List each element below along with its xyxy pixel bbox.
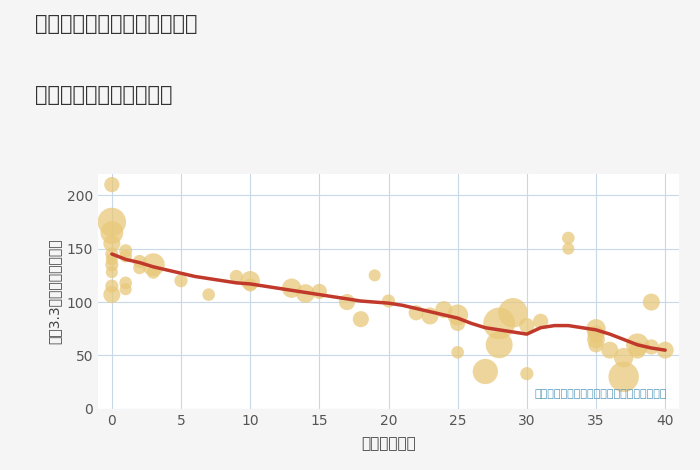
Point	[120, 247, 132, 255]
Point	[632, 346, 643, 354]
Point	[106, 181, 118, 188]
Point	[522, 322, 533, 329]
Point	[452, 320, 463, 327]
Point	[244, 277, 256, 284]
Point	[106, 240, 118, 247]
Point	[590, 341, 601, 349]
Point	[106, 250, 118, 258]
Point	[618, 373, 629, 381]
Point	[632, 341, 643, 349]
Point	[106, 291, 118, 298]
Point	[148, 261, 159, 268]
Point	[134, 258, 145, 265]
Point	[286, 284, 297, 292]
Point	[244, 281, 256, 289]
Point	[411, 309, 422, 316]
Point	[522, 370, 533, 377]
Point	[535, 318, 546, 325]
Point	[314, 288, 325, 295]
Point	[134, 264, 145, 272]
Point	[438, 306, 449, 313]
Point	[563, 245, 574, 252]
Y-axis label: 坪（3.3㎡）単価（万円）: 坪（3.3㎡）単価（万円）	[47, 239, 61, 344]
Point	[120, 279, 132, 287]
Point	[148, 268, 159, 276]
Point	[590, 330, 601, 338]
Point	[590, 325, 601, 333]
Point	[424, 312, 435, 320]
Point	[604, 346, 615, 354]
Point	[452, 311, 463, 319]
Point	[383, 297, 394, 305]
Point	[563, 234, 574, 242]
Point	[120, 285, 132, 293]
Point	[645, 343, 657, 351]
Text: 円の大きさは、取引のあった物件面積を示す: 円の大きさは、取引のあった物件面積を示す	[535, 390, 667, 400]
Point	[508, 309, 519, 316]
Point	[494, 320, 505, 327]
Point	[618, 354, 629, 361]
Point	[452, 349, 463, 356]
Point	[106, 256, 118, 263]
Point	[106, 268, 118, 276]
Point	[659, 346, 671, 354]
Point	[203, 291, 214, 298]
Point	[590, 336, 601, 343]
X-axis label: 築年数（年）: 築年数（年）	[361, 436, 416, 451]
Point	[106, 261, 118, 268]
Point	[231, 273, 242, 280]
Point	[355, 315, 366, 323]
Point	[494, 341, 505, 349]
Point	[645, 298, 657, 306]
Text: 築年数別中古戸建て価格: 築年数別中古戸建て価格	[35, 85, 172, 105]
Point	[176, 277, 187, 284]
Text: 神奈川県横浜市南区永田南の: 神奈川県横浜市南区永田南の	[35, 14, 197, 34]
Point	[369, 272, 380, 279]
Point	[480, 368, 491, 375]
Point	[106, 229, 118, 236]
Point	[120, 252, 132, 260]
Point	[300, 290, 311, 298]
Point	[106, 218, 118, 226]
Point	[106, 282, 118, 290]
Point	[342, 298, 353, 306]
